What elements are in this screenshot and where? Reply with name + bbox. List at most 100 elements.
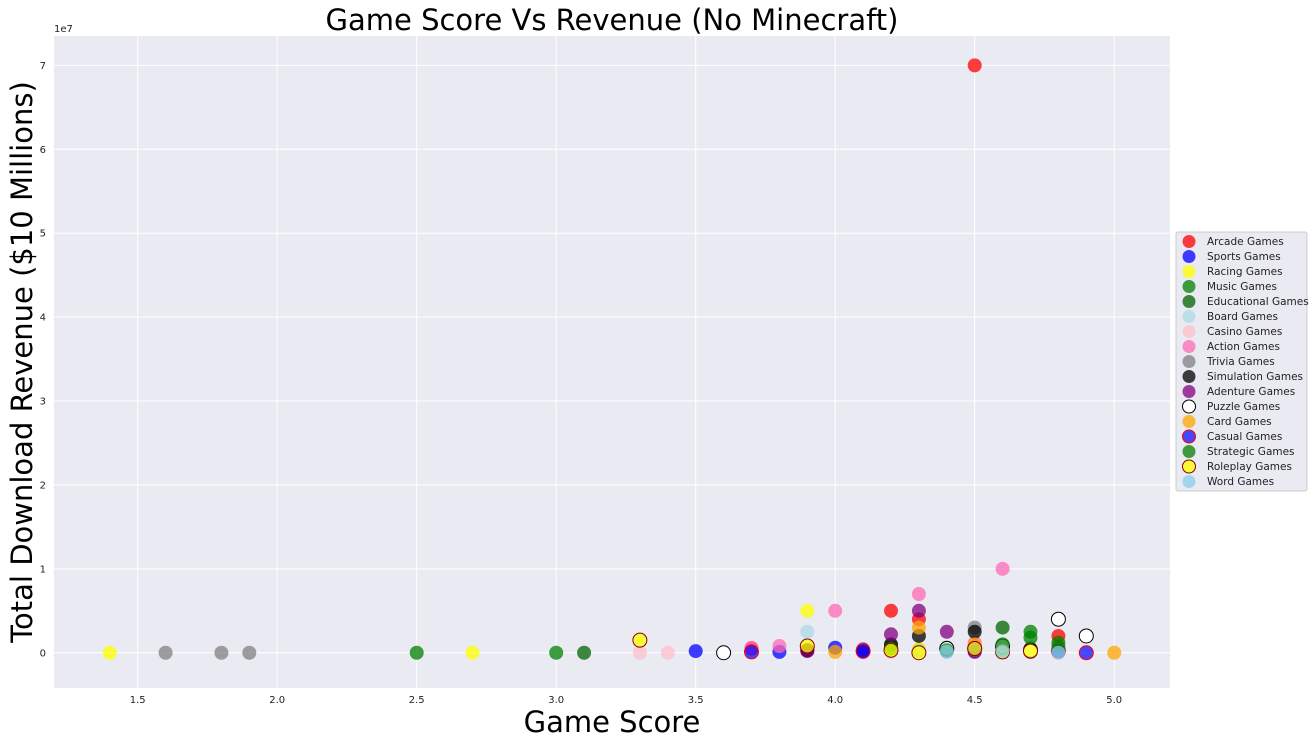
word-games-point: [939, 644, 954, 659]
strategic-games-point: [1023, 630, 1038, 645]
adenture-games-point: [939, 624, 954, 639]
trivia-games-legend-marker: [1182, 355, 1196, 368]
x-tick-label: 1.5: [130, 695, 146, 706]
x-axis-ticks: 1.5 2.0 2.5 3.0 3.5 4.0 4.5 5.0: [130, 695, 1122, 706]
word-games-legend-label: Word Games: [1207, 476, 1274, 488]
casual-games-legend-label: Casual Games: [1207, 431, 1282, 443]
x-tick-label: 4.5: [967, 695, 983, 706]
adenture-games-point: [911, 603, 926, 618]
y-tick-label: 4: [40, 313, 46, 324]
y-axis-ticks: 0 1 2 3 4 5 6 7: [40, 61, 46, 659]
casino-games-point: [632, 645, 647, 660]
puzzle-games-point: [716, 645, 732, 661]
x-tick-label: 3.0: [548, 695, 564, 706]
trivia-games-point: [242, 645, 257, 660]
word-games-legend-marker: [1182, 475, 1196, 488]
board-games-point: [800, 624, 815, 639]
board-games-legend-marker: [1182, 310, 1196, 323]
puzzle-games-legend-marker: [1182, 399, 1196, 414]
simulation-games-legend-label: Simulation Games: [1207, 371, 1303, 383]
educational-games-legend-marker: [1182, 295, 1196, 308]
casino-games-point: [660, 645, 675, 660]
x-tick-label: 4.0: [827, 695, 843, 706]
strategic-games-legend-label: Strategic Games: [1207, 446, 1295, 458]
puzzle-games-point: [1050, 611, 1066, 627]
racing-games-point: [465, 645, 480, 660]
educational-games-point: [995, 620, 1010, 635]
action-games-point: [772, 639, 787, 654]
music-games-point: [409, 645, 424, 660]
racing-games-point: [102, 645, 117, 660]
y-tick-label: 6: [40, 145, 46, 156]
casual-games-point: [744, 644, 759, 660]
sports-games-legend-label: Sports Games: [1207, 251, 1281, 263]
simulation-games-legend-marker: [1182, 370, 1196, 383]
arcade-games-legend-marker: [1182, 235, 1196, 248]
board-games-legend-label: Board Games: [1207, 311, 1278, 323]
sports-games-point: [688, 644, 703, 659]
action-games-point: [828, 603, 843, 618]
y-tick-label: 2: [40, 480, 46, 491]
y-tick-label: 5: [40, 229, 46, 240]
music-games-legend-marker: [1182, 280, 1196, 293]
y-axis-label: Total Download Revenue ($10 Millions): [5, 81, 39, 644]
adenture-games-point: [884, 627, 898, 642]
casino-games-legend-label: Casino Games: [1207, 326, 1282, 338]
y-tick-label: 7: [40, 61, 46, 72]
card-games-point: [911, 620, 926, 635]
puzzle-games-legend-label: Puzzle Games: [1207, 401, 1280, 413]
y-tick-label: 1: [40, 564, 46, 575]
arcade-games-point: [884, 603, 898, 618]
simulation-games-point: [967, 624, 982, 639]
trivia-games-point: [158, 645, 173, 660]
chart-title: Game Score Vs Revenue (No Minecraft): [326, 3, 899, 37]
roleplay-games-legend-label: Roleplay Games: [1207, 461, 1292, 473]
card-games-point: [1107, 645, 1122, 660]
casual-games-point: [1078, 645, 1094, 661]
x-axis-label: Game Score: [524, 705, 701, 739]
legend: Arcade Games Sports Games Racing Games Musi…: [1175, 231, 1309, 492]
legend-box: [1175, 231, 1308, 492]
racing-games-legend-marker: [1182, 265, 1196, 278]
card-games-legend-marker: [1182, 415, 1196, 428]
y-tick-label: 3: [40, 397, 46, 408]
action-games-legend-marker: [1182, 340, 1196, 353]
racing-games-legend-label: Racing Games: [1207, 266, 1283, 278]
arcade-games-point: [967, 58, 982, 73]
action-games-point: [995, 561, 1010, 576]
grid-lines: [54, 36, 1170, 688]
arcade-games-legend-label: Arcade Games: [1207, 236, 1284, 248]
casual-games-point: [855, 643, 871, 659]
roleplay-games-legend-marker: [1182, 459, 1196, 474]
roleplay-games-point: [967, 641, 983, 657]
sports-games-legend-marker: [1182, 250, 1196, 263]
x-tick-label: 5.0: [1106, 695, 1122, 706]
educational-games-legend-label: Educational Games: [1207, 296, 1309, 308]
card-games-legend-label: Card Games: [1207, 416, 1272, 428]
x-tick-label: 2.0: [269, 695, 285, 706]
action-games-point: [911, 587, 926, 602]
strategic-games-legend-marker: [1182, 445, 1196, 458]
x-tick-label: 3.5: [688, 695, 704, 706]
racing-games-point: [800, 603, 815, 618]
x-tick-label: 2.5: [409, 695, 425, 706]
music-games-legend-label: Music Games: [1207, 281, 1277, 293]
roleplay-games-point: [1023, 643, 1038, 659]
roleplay-games-point: [911, 645, 927, 661]
roleplay-games-point: [632, 632, 648, 648]
word-games-point: [1051, 645, 1066, 660]
roleplay-games-point: [799, 638, 815, 654]
adenture-games-legend-label: Adenture Games: [1207, 386, 1295, 398]
y-axis-offset-label: 1e7: [54, 24, 73, 35]
plot-background: [54, 36, 1170, 688]
trivia-games-legend-label: Trivia Games: [1206, 356, 1275, 368]
trivia-games-point: [214, 645, 229, 660]
puzzle-games-point: [1078, 628, 1094, 644]
casino-games-legend-marker: [1182, 325, 1196, 338]
educational-games-point: [577, 645, 592, 660]
casual-games-legend-marker: [1182, 429, 1196, 444]
card-games-point: [828, 644, 843, 659]
adenture-games-legend-marker: [1182, 385, 1196, 398]
data-points: [102, 58, 1122, 661]
